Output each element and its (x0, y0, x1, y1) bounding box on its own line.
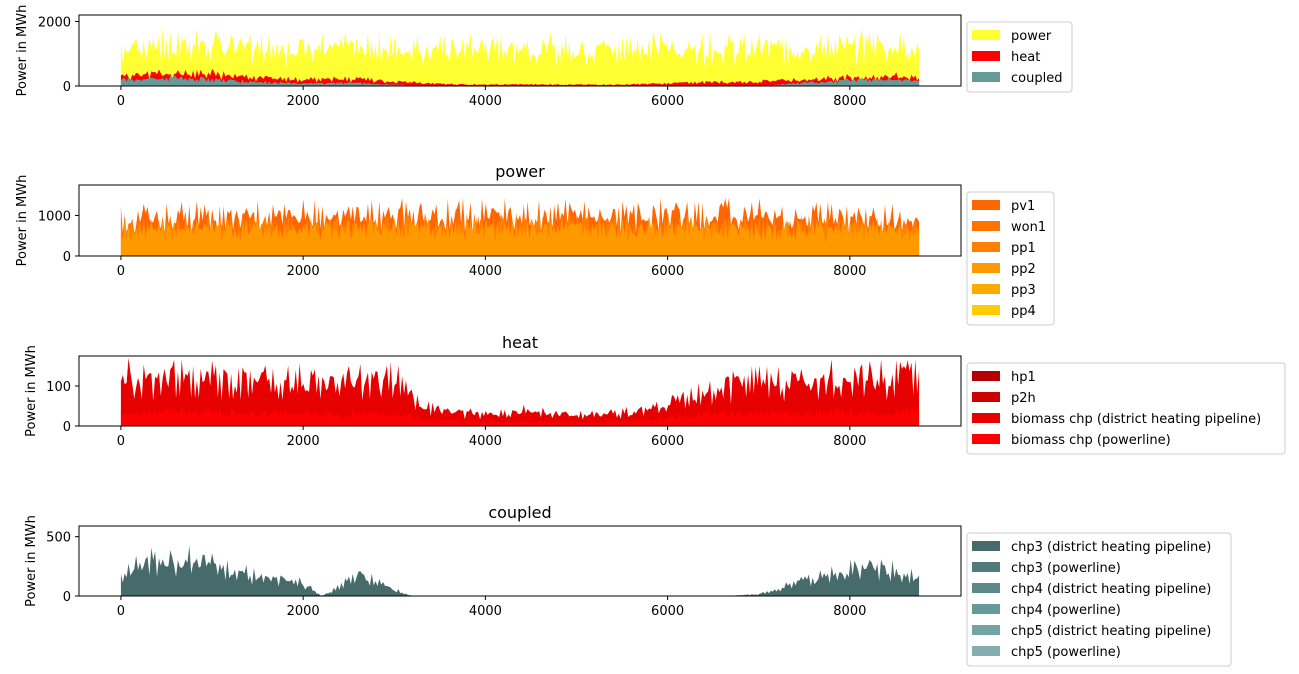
legend-swatch (972, 392, 1000, 402)
legend-swatch (972, 284, 1000, 294)
x-tick-label: 6000 (651, 434, 684, 449)
x-tick-label: 2000 (287, 94, 320, 109)
legend-label: pp2 (1011, 262, 1036, 277)
legend-label: chp5 (district heating pipeline) (1011, 624, 1211, 639)
legend-swatch (972, 604, 1000, 614)
legend-label: chp4 (district heating pipeline) (1011, 582, 1211, 597)
y-tick-label: 500 (46, 531, 71, 546)
legend-label: pp4 (1011, 304, 1036, 319)
x-tick-label: 0 (117, 434, 125, 449)
axes-frame (78, 525, 962, 597)
y-tick-label: 100 (46, 380, 71, 395)
legend: chp3 (district heating pipeline) chp3 (po… (966, 532, 1232, 667)
x-tick-label: 4000 (469, 604, 502, 619)
legend-swatch (972, 434, 1000, 444)
legend-label: heat (1011, 50, 1040, 65)
y-tick-label: 2000 (38, 15, 71, 30)
series-area-chp3-district-heating-pipeline- (120, 545, 920, 596)
x-tick-label: 4000 (469, 264, 502, 279)
chart-panel-2: 0 2000 4000 6000 8000 0 1000 Power in MWh power p… (15, 162, 1055, 326)
x-tick-label: 6000 (651, 264, 684, 279)
x-tick-label: 2000 (287, 264, 320, 279)
series-area-biomass-chp-powerline- (120, 406, 920, 426)
series-area-pp2 (120, 217, 920, 256)
series-area-heat (120, 68, 920, 86)
legend-swatch (972, 221, 1000, 231)
axes-frame (78, 184, 962, 257)
y-tick-label: 0 (63, 590, 71, 605)
legend-box (966, 532, 1232, 667)
legend-label: chp5 (powerline) (1011, 645, 1121, 660)
legend-label: pp3 (1011, 283, 1036, 298)
plot-area (120, 197, 920, 256)
legend-swatch (972, 583, 1000, 593)
chart-panel-1: 0 2000 4000 6000 8000 0 2000 Power in MWh power h… (15, 5, 1073, 109)
legend-swatch (972, 30, 1000, 40)
legend: hp1 p2h biomass chp (district heating pipe… (966, 362, 1286, 455)
y-axis-label: Power in MWh (15, 5, 30, 97)
x-tick-label: 8000 (833, 264, 866, 279)
y-tick-label: 0 (63, 420, 71, 435)
x-tick-label: 4000 (469, 94, 502, 109)
chart-title: coupled (488, 503, 551, 522)
y-tick-label: 1000 (38, 209, 71, 224)
legend-box (966, 362, 1286, 455)
legend-swatch (972, 413, 1000, 423)
x-tick-label: 0 (117, 264, 125, 279)
legend-label: chp3 (powerline) (1011, 561, 1121, 576)
y-tick-label: 0 (63, 80, 71, 95)
chart-panel-3: 0 2000 4000 6000 8000 0 100 Power in MWh heat hp1… (24, 333, 1286, 455)
legend: pv1 won1 pp1 pp2 pp3 pp4 (966, 191, 1055, 326)
x-tick-label: 2000 (287, 604, 320, 619)
legend-label: chp4 (powerline) (1011, 603, 1121, 618)
chart-title: power (495, 162, 545, 181)
legend: power heat coupled (966, 21, 1073, 93)
legend-swatch (972, 51, 1000, 61)
legend-label: biomass chp (powerline) (1011, 433, 1171, 448)
legend-label: biomass chp (district heating pipeline) (1011, 412, 1261, 427)
plot-area (120, 545, 920, 596)
legend-swatch (972, 371, 1000, 381)
legend-label: coupled (1011, 71, 1062, 86)
x-tick-label: 0 (117, 94, 125, 109)
y-axis-label: Power in MWh (24, 515, 39, 607)
x-tick-label: 8000 (833, 604, 866, 619)
axes-frame (78, 355, 962, 427)
y-tick-label: 0 (63, 250, 71, 265)
legend-swatch (972, 541, 1000, 551)
axes-frame (78, 14, 962, 87)
legend-label: pv1 (1011, 199, 1035, 214)
legend-swatch (972, 200, 1000, 210)
legend-label: pp1 (1011, 241, 1036, 256)
plot-area (120, 357, 920, 426)
y-axis-label: Power in MWh (15, 175, 30, 267)
series-area-coupled (120, 75, 920, 86)
plot-area (120, 26, 920, 86)
x-tick-label: 6000 (651, 604, 684, 619)
x-tick-label: 0 (117, 604, 125, 619)
x-tick-label: 8000 (833, 94, 866, 109)
legend-label: p2h (1011, 391, 1036, 406)
legend-swatch (972, 72, 1000, 82)
x-tick-label: 4000 (469, 434, 502, 449)
x-tick-label: 6000 (651, 94, 684, 109)
legend-label: power (1011, 29, 1052, 44)
y-axis-label: Power in MWh (24, 345, 39, 437)
legend-swatch (972, 305, 1000, 315)
chart-panel-4: 0 2000 4000 6000 8000 0 500 Power in MWh coupled… (24, 503, 1232, 667)
series-area-power (120, 26, 920, 86)
legend-swatch (972, 625, 1000, 635)
series-area-biomass-chp-district-heating-pipeline- (120, 357, 920, 426)
legend-swatch (972, 646, 1000, 656)
legend-swatch (972, 263, 1000, 273)
legend-label: won1 (1011, 220, 1046, 235)
legend-swatch (972, 242, 1000, 252)
legend-label: chp3 (district heating pipeline) (1011, 540, 1211, 555)
legend-swatch (972, 562, 1000, 572)
x-tick-label: 2000 (287, 434, 320, 449)
legend-label: hp1 (1011, 370, 1036, 385)
x-tick-label: 8000 (833, 434, 866, 449)
chart-title: heat (502, 333, 538, 352)
